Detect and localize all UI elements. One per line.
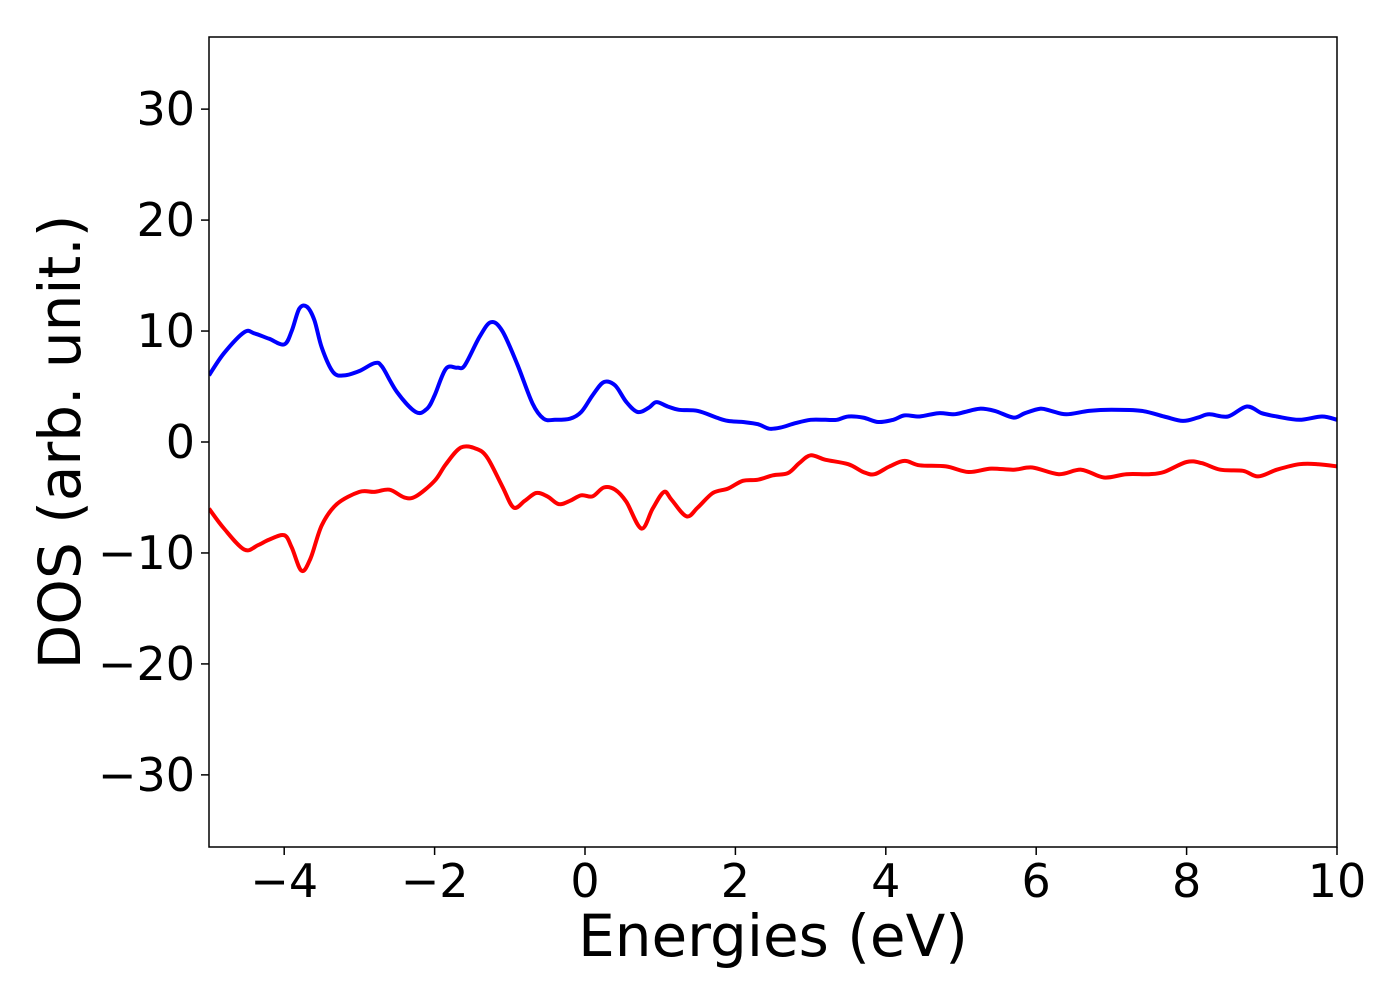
y-tick-label: 10 [136, 304, 195, 358]
x-axis-title: Energies (eV) [578, 902, 968, 970]
y-tick-label: −10 [98, 526, 195, 580]
x-tick-label: 2 [721, 854, 750, 908]
y-tick-label: −30 [98, 748, 195, 802]
x-tick-label: 0 [570, 854, 599, 908]
x-tick-label: 10 [1308, 854, 1367, 908]
series-line-down [209, 444, 1337, 573]
y-ticks: 30 20 10 0 −10 −20 −30 [98, 82, 209, 802]
x-tick-label: 4 [871, 854, 900, 908]
x-tick-label: 8 [1172, 854, 1201, 908]
x-tick-label: −4 [250, 854, 318, 908]
x-ticks: −4 −2 0 2 4 6 8 10 [250, 847, 1366, 908]
y-tick-label: −20 [98, 637, 195, 691]
series-layer [209, 303, 1337, 573]
series-line-up [209, 303, 1337, 431]
x-tick-label: −2 [401, 854, 469, 908]
y-tick-label: 0 [166, 415, 195, 469]
y-tick-label: 30 [136, 82, 195, 136]
x-tick-label: 6 [1022, 854, 1051, 908]
y-axis-title: DOS (arb. unit.) [26, 215, 94, 670]
plot-area [209, 37, 1337, 847]
y-tick-label: 20 [136, 193, 195, 247]
